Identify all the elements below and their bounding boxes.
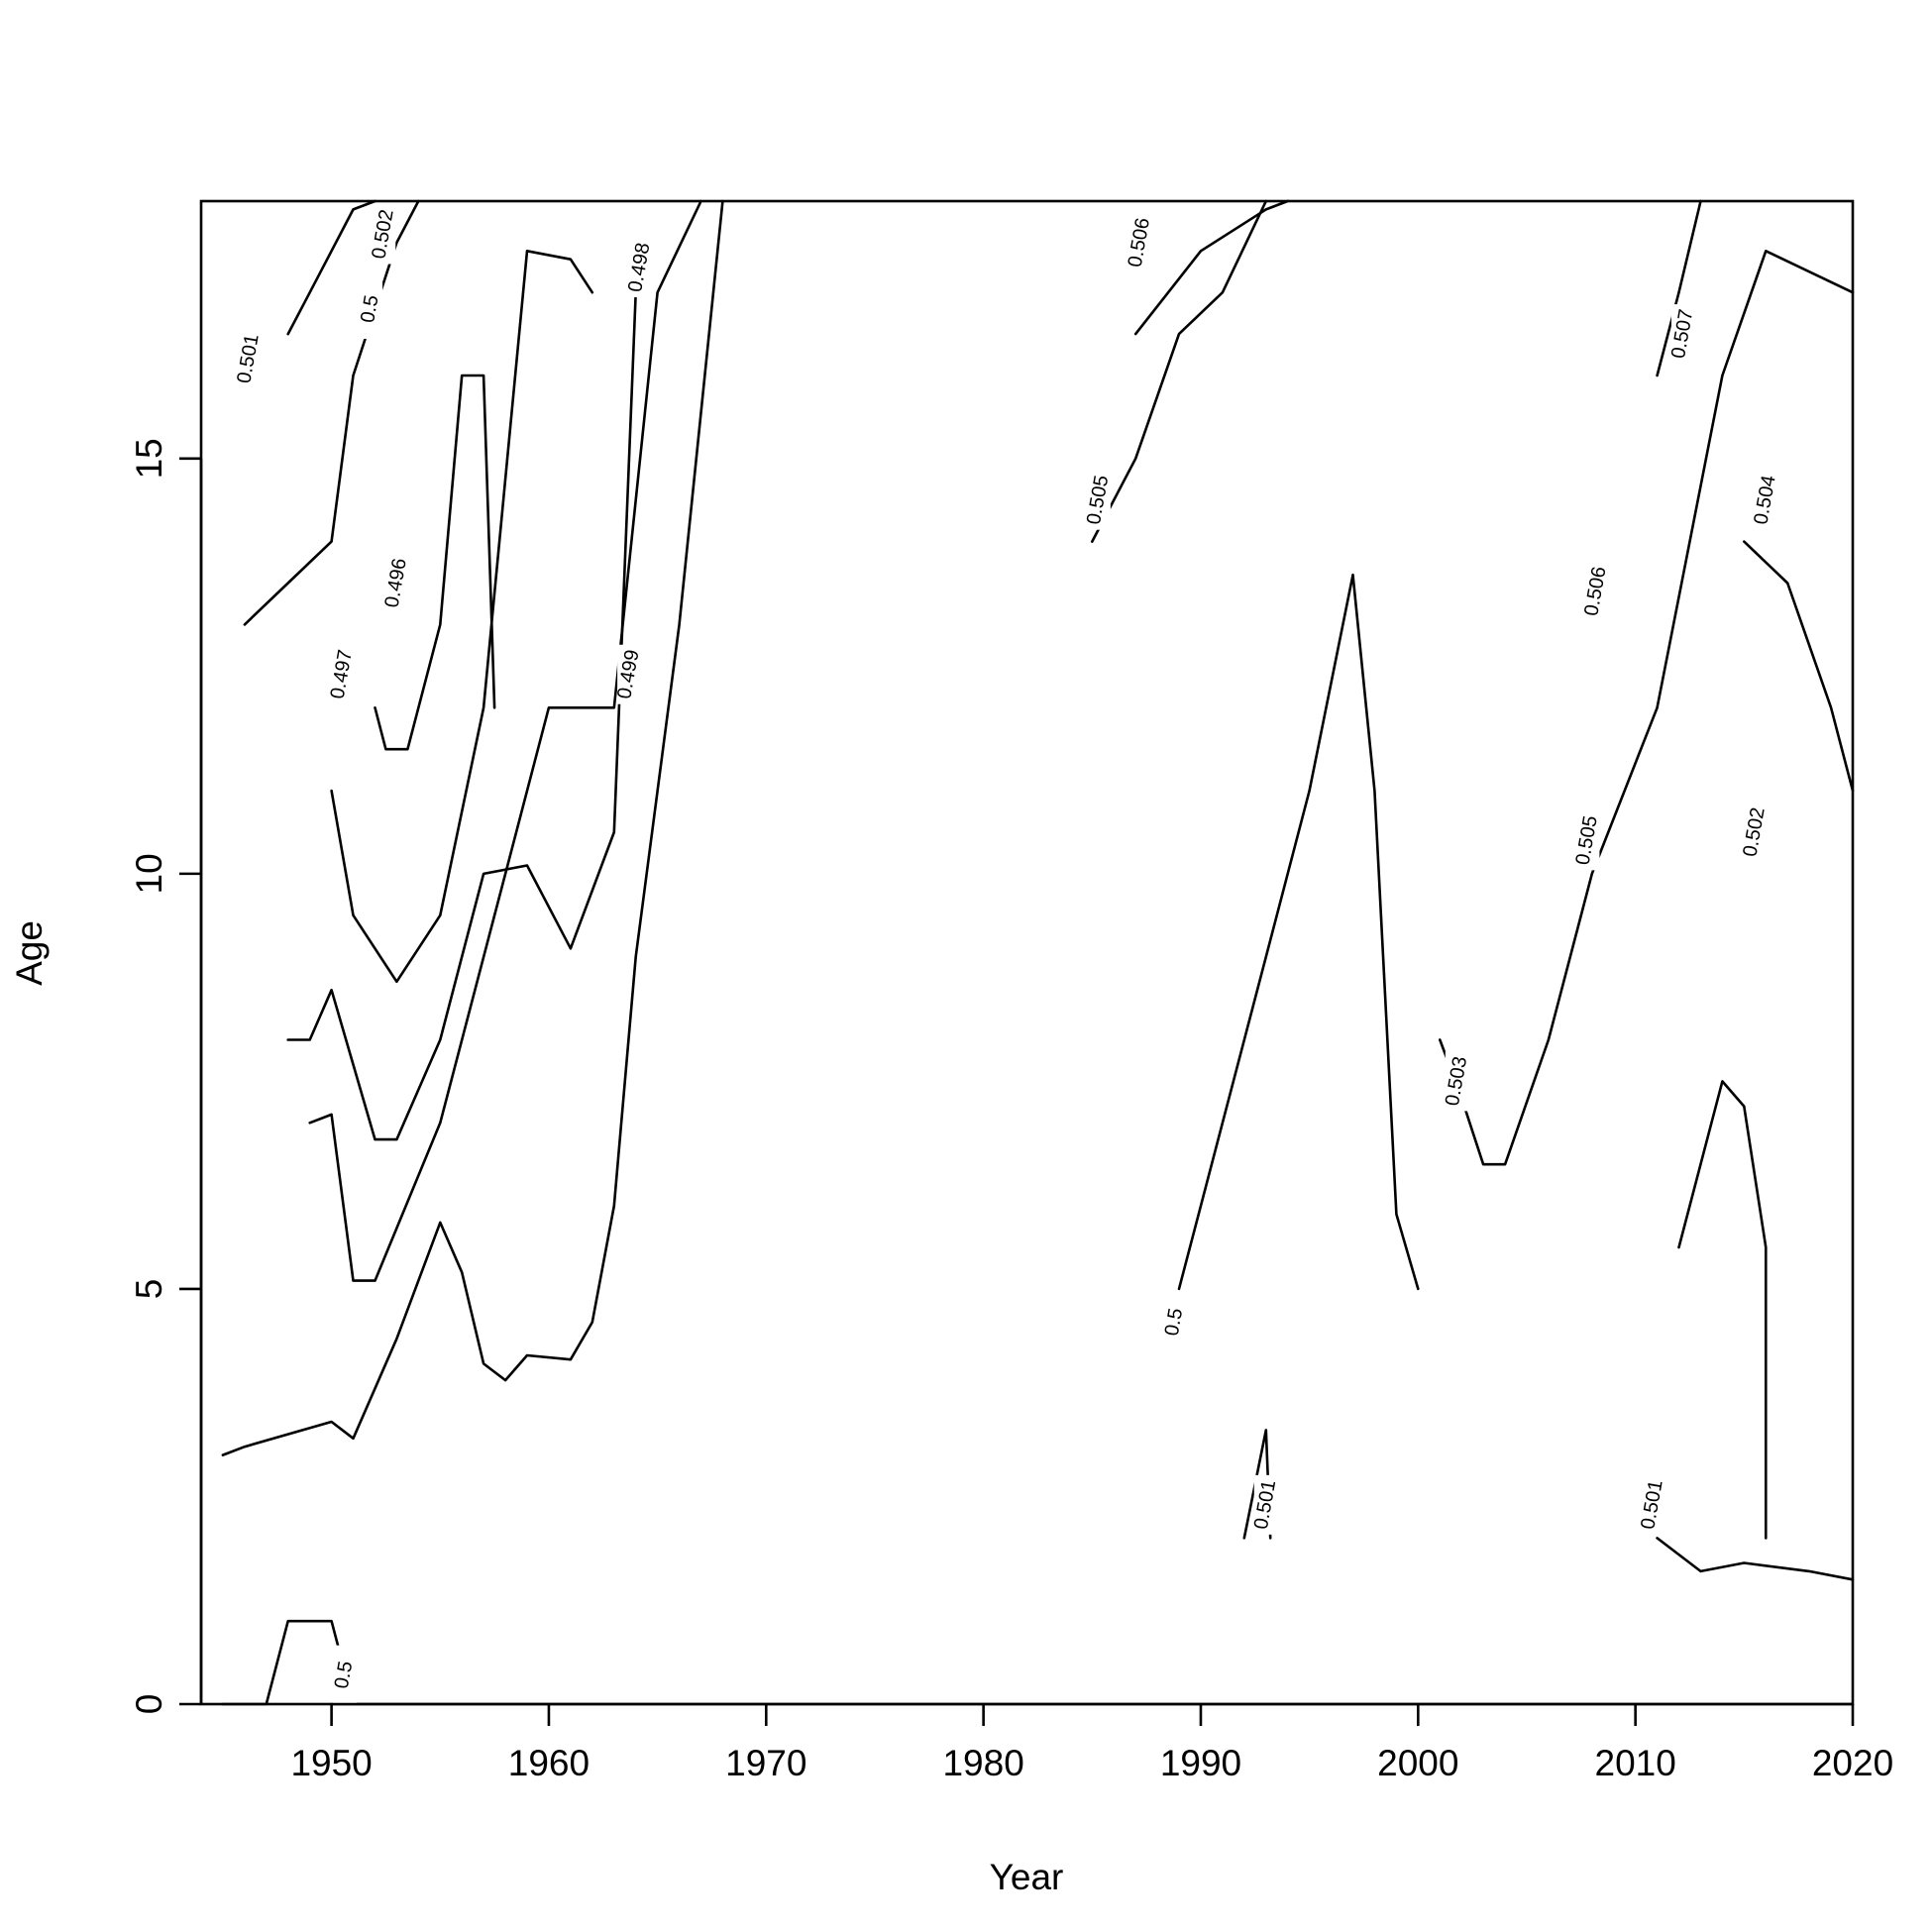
contour-label-10: 0.5	[1161, 1307, 1187, 1338]
contour-label-bg-13	[1575, 810, 1600, 871]
contour-label-bg-6	[617, 644, 642, 704]
contour-line-0	[221, 199, 724, 1456]
contour-line-7	[243, 199, 420, 626]
x-tick-label-1960: 1960	[508, 1743, 590, 1783]
contour-label-bg-11	[1253, 1474, 1278, 1535]
contour-label-bg-17	[1743, 802, 1768, 862]
contour-label-bg-2	[359, 278, 383, 339]
contour-line-5	[286, 290, 638, 1141]
x-axis-title: Year	[990, 1857, 1064, 1897]
y-tick-label-0: 0	[129, 1694, 169, 1715]
contour-line-1	[221, 1619, 344, 1706]
contour-label-bg-9	[1086, 470, 1111, 530]
y-axis: 0 5 10 15	[129, 438, 203, 1715]
contour-line-3	[374, 374, 496, 751]
contour-line-16	[1656, 199, 1702, 377]
contour-line-6	[308, 199, 702, 1282]
contour-line-12	[1439, 250, 1855, 1166]
x-tick-label-1980: 1980	[942, 1743, 1023, 1783]
contour-label-2: 0.5	[357, 293, 382, 324]
contour-lines	[221, 199, 1855, 1706]
contour-label-bg-3	[372, 204, 396, 265]
x-tick-label-1950: 1950	[290, 1743, 372, 1783]
contour-label-bg-18	[1641, 1474, 1665, 1535]
contour-label-bg-4	[384, 553, 409, 613]
contour-label-bg-14	[1584, 561, 1609, 621]
contour-line-2	[1177, 573, 1420, 1291]
x-tick-label-2000: 2000	[1377, 1743, 1458, 1783]
contour-line-11	[1677, 1080, 1768, 1540]
plot-frame	[199, 199, 1855, 1706]
contour-line-14	[1091, 199, 1268, 543]
contour-label-bg-15	[1670, 304, 1695, 365]
contour-label-bg-12	[1445, 1051, 1469, 1112]
contour-label-bg-0	[332, 1645, 357, 1705]
y-axis-title: Age	[9, 920, 50, 986]
x-tick-label-2020: 2020	[1812, 1743, 1893, 1783]
x-tick-label-1970: 1970	[725, 1743, 806, 1783]
contour-label-bg-7	[628, 238, 653, 298]
x-axis: 1950 1960 1970 1980 1990 2000 2010 2020	[290, 1702, 1893, 1783]
contour-line-13	[1743, 540, 1855, 793]
x-tick-label-1990: 1990	[1160, 1743, 1241, 1783]
contour-line-9	[1656, 1537, 1855, 1581]
contour-label-0: 0.5	[331, 1660, 357, 1690]
y-tick-label-10: 10	[129, 853, 169, 894]
y-tick-label-15: 15	[129, 438, 169, 479]
contour-label-bg-10	[1162, 1292, 1187, 1352]
contour-label-bg-1	[237, 329, 262, 389]
contour-label-bg-5	[330, 644, 355, 704]
contour-line-4	[330, 250, 594, 984]
contour-label-bg-8	[1127, 212, 1152, 272]
contour-label-bg-16	[1754, 470, 1778, 530]
contour-line-10	[286, 199, 376, 336]
x-tick-label-2010: 2010	[1595, 1743, 1676, 1783]
contour-line-15	[1133, 199, 1289, 336]
y-tick-label-5: 5	[129, 1279, 169, 1300]
